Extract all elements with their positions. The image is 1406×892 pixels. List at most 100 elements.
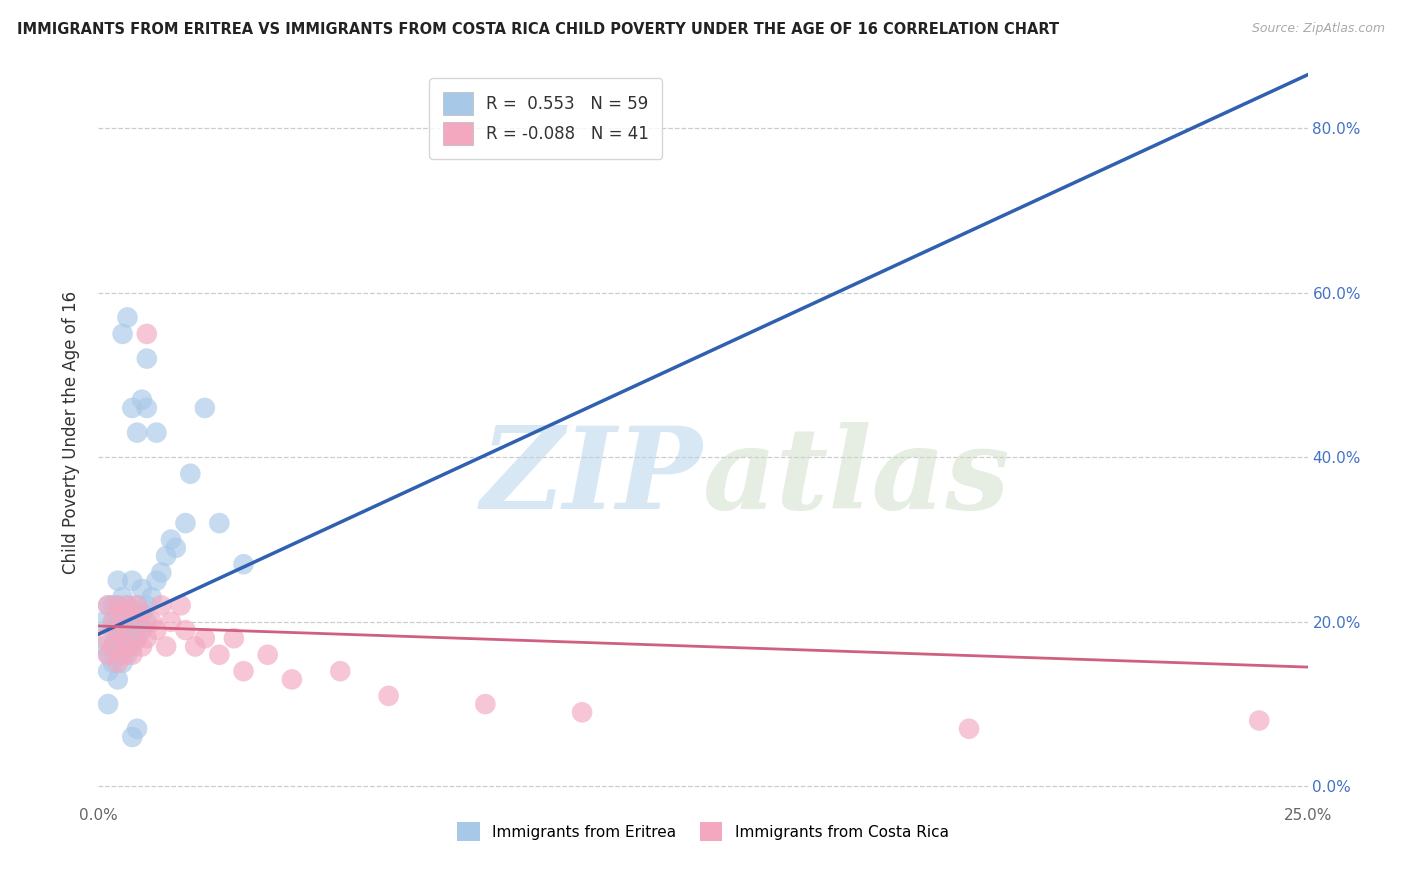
Point <box>101 656 124 670</box>
Point <box>107 623 129 637</box>
Point <box>97 664 120 678</box>
Point <box>141 590 163 604</box>
Text: Source: ZipAtlas.com: Source: ZipAtlas.com <box>1251 22 1385 36</box>
Point <box>121 640 143 654</box>
Point <box>194 632 217 646</box>
Point <box>97 599 120 613</box>
Point <box>184 640 207 654</box>
Point <box>117 648 139 662</box>
Point <box>131 623 153 637</box>
Point <box>107 599 129 613</box>
Point <box>150 599 173 613</box>
Point <box>117 640 139 654</box>
Point <box>97 599 120 613</box>
Point <box>111 590 134 604</box>
Point <box>107 632 129 646</box>
Point <box>121 607 143 621</box>
Point <box>111 656 134 670</box>
Point <box>150 566 173 580</box>
Point <box>107 574 129 588</box>
Point <box>111 640 134 654</box>
Point <box>155 549 177 563</box>
Point <box>101 640 124 654</box>
Point <box>117 599 139 613</box>
Point <box>107 656 129 670</box>
Point <box>169 599 191 613</box>
Point <box>121 623 143 637</box>
Text: atlas: atlas <box>703 422 1011 533</box>
Point <box>174 623 197 637</box>
Point <box>97 697 120 711</box>
Point <box>121 615 143 629</box>
Point <box>101 615 124 629</box>
Point <box>256 648 278 662</box>
Point <box>179 467 201 481</box>
Point <box>329 664 352 678</box>
Point <box>111 648 134 662</box>
Point <box>111 623 134 637</box>
Point <box>474 697 496 711</box>
Point <box>107 673 129 687</box>
Point <box>101 599 124 613</box>
Point <box>571 706 593 720</box>
Point <box>111 632 134 646</box>
Point <box>232 558 254 572</box>
Point <box>117 310 139 325</box>
Point <box>135 326 157 341</box>
Point <box>135 632 157 646</box>
Point <box>222 632 245 646</box>
Point <box>117 632 139 646</box>
Text: ZIP: ZIP <box>481 422 703 533</box>
Point <box>121 648 143 662</box>
Point <box>135 351 157 366</box>
Point <box>111 607 134 621</box>
Point <box>155 640 177 654</box>
Point <box>127 722 149 736</box>
Point <box>91 615 114 629</box>
Point <box>232 664 254 678</box>
Point <box>107 599 129 613</box>
Point <box>127 599 149 613</box>
Point <box>145 623 167 637</box>
Point <box>135 599 157 613</box>
Text: IMMIGRANTS FROM ERITREA VS IMMIGRANTS FROM COSTA RICA CHILD POVERTY UNDER THE AG: IMMIGRANTS FROM ERITREA VS IMMIGRANTS FR… <box>17 22 1059 37</box>
Point <box>165 541 187 555</box>
Point <box>131 607 153 621</box>
Point <box>127 425 149 440</box>
Point <box>91 640 114 654</box>
Point <box>160 615 183 629</box>
Point <box>145 574 167 588</box>
Point <box>127 632 149 646</box>
Point <box>1249 714 1271 728</box>
Point <box>101 623 124 637</box>
Point <box>107 615 129 629</box>
Point <box>131 392 153 407</box>
Point <box>117 599 139 613</box>
Point <box>121 574 143 588</box>
Point <box>135 615 157 629</box>
Point <box>111 607 134 621</box>
Point <box>145 425 167 440</box>
Y-axis label: Child Poverty Under the Age of 16: Child Poverty Under the Age of 16 <box>62 291 80 574</box>
Point <box>208 648 231 662</box>
Point <box>135 401 157 415</box>
Point <box>97 648 120 662</box>
Point <box>131 640 153 654</box>
Point <box>121 730 143 744</box>
Point <box>131 582 153 596</box>
Point <box>127 615 149 629</box>
Point <box>281 673 304 687</box>
Point <box>957 722 980 736</box>
Point <box>111 326 134 341</box>
Point <box>101 615 124 629</box>
Point <box>101 640 124 654</box>
Point <box>127 632 149 646</box>
Point <box>127 599 149 613</box>
Point <box>117 615 139 629</box>
Point <box>131 607 153 621</box>
Legend: Immigrants from Eritrea, Immigrants from Costa Rica: Immigrants from Eritrea, Immigrants from… <box>451 816 955 847</box>
Point <box>91 632 114 646</box>
Point <box>107 648 129 662</box>
Point <box>194 401 217 415</box>
Point <box>174 516 197 530</box>
